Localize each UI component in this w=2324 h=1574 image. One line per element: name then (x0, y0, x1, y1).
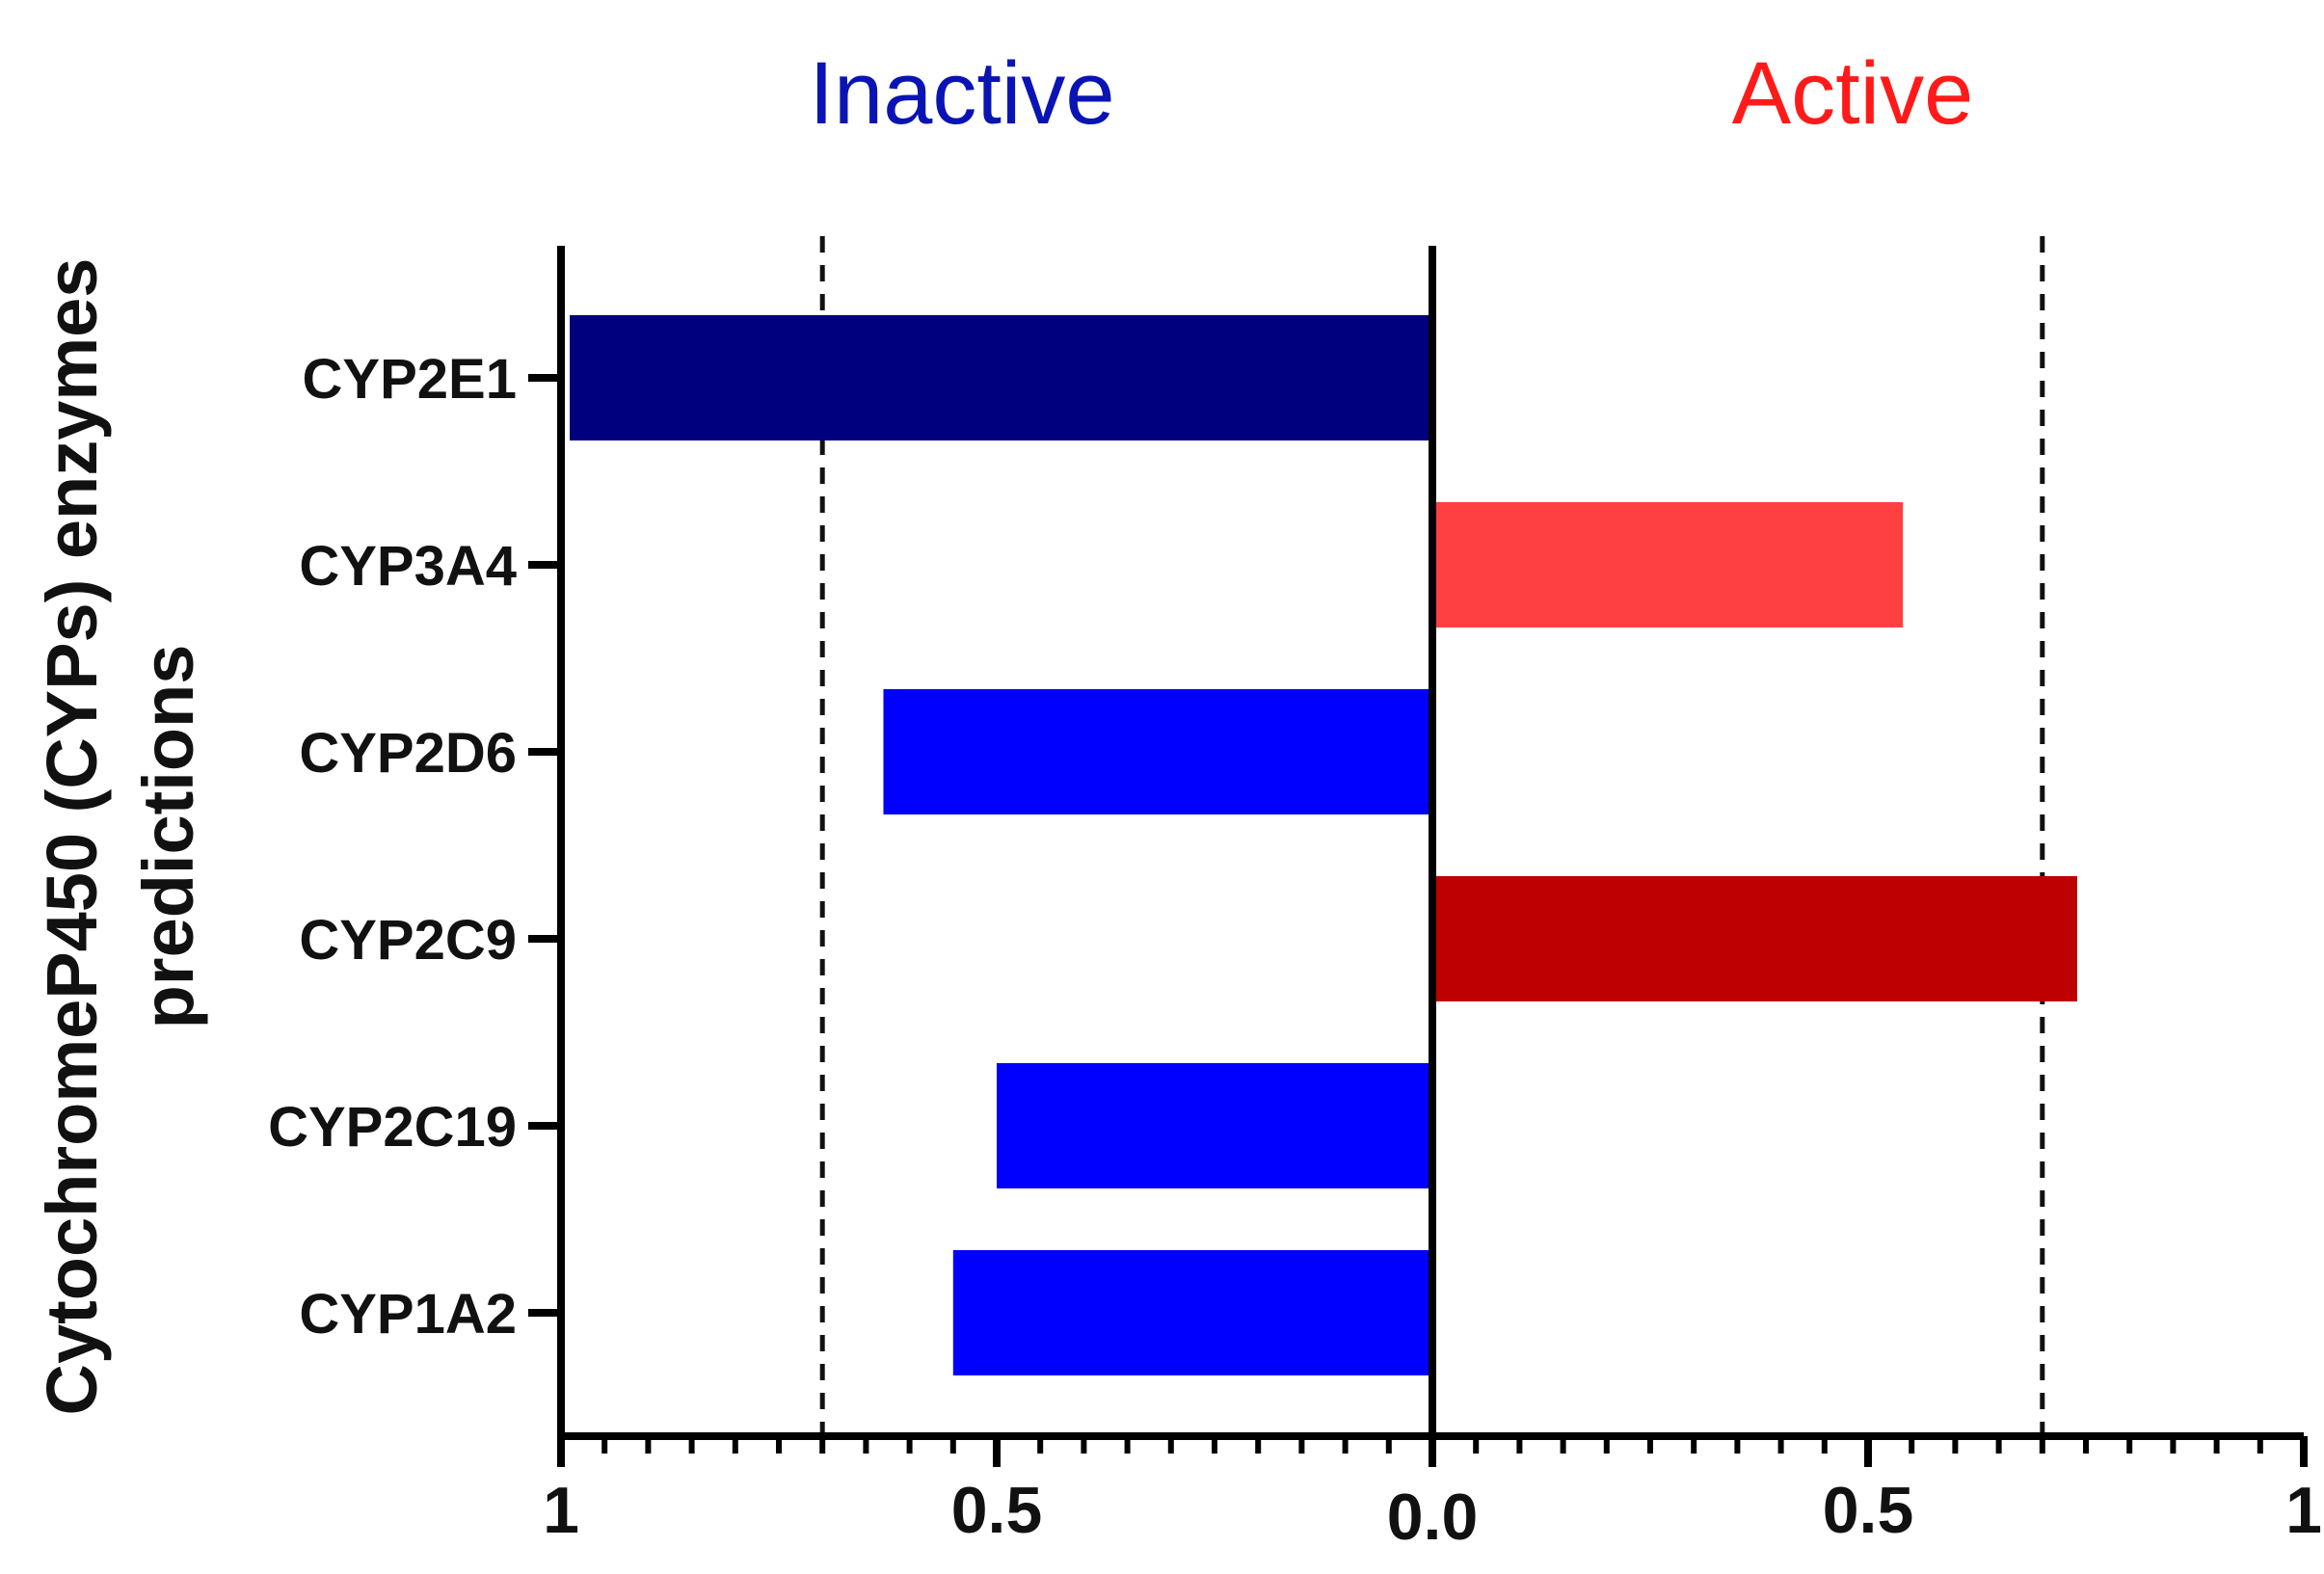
y-axis-label-line1: CytochromeP450 (CYPs) enzymes (32, 258, 112, 1416)
category-label-cyp2c9: CYP2C9 (299, 909, 517, 972)
x-tick-label-0: 1 (543, 1474, 579, 1547)
category-label-cyp2e1: CYP2E1 (303, 348, 517, 411)
active-side-label: Active (1732, 44, 1974, 143)
bar-cyp2e1 (570, 315, 1432, 440)
x-tick-label-1: 0.5 (951, 1474, 1043, 1547)
bar-cyp1a2 (952, 1250, 1432, 1375)
x-tick-label-4: 1 (2285, 1474, 2322, 1547)
y-axis-label-line2: predictions (128, 645, 208, 1029)
x-tick-label-2: 0.0 (1387, 1481, 1479, 1554)
category-label-cyp1a2: CYP1A2 (299, 1283, 517, 1346)
bar-cyp2d6 (883, 689, 1432, 814)
inactive-side-label: Inactive (809, 44, 1114, 143)
category-label-cyp2d6: CYP2D6 (299, 722, 517, 785)
category-label-cyp3a4: CYP3A4 (299, 535, 517, 598)
category-label-cyp2c19: CYP2C19 (268, 1096, 517, 1159)
bar-cyp2c19 (997, 1063, 1432, 1188)
bar-cyp2c9 (1432, 876, 2077, 1001)
x-tick-label-3: 0.5 (1823, 1474, 1914, 1547)
bar-cyp3a4 (1432, 502, 1904, 627)
